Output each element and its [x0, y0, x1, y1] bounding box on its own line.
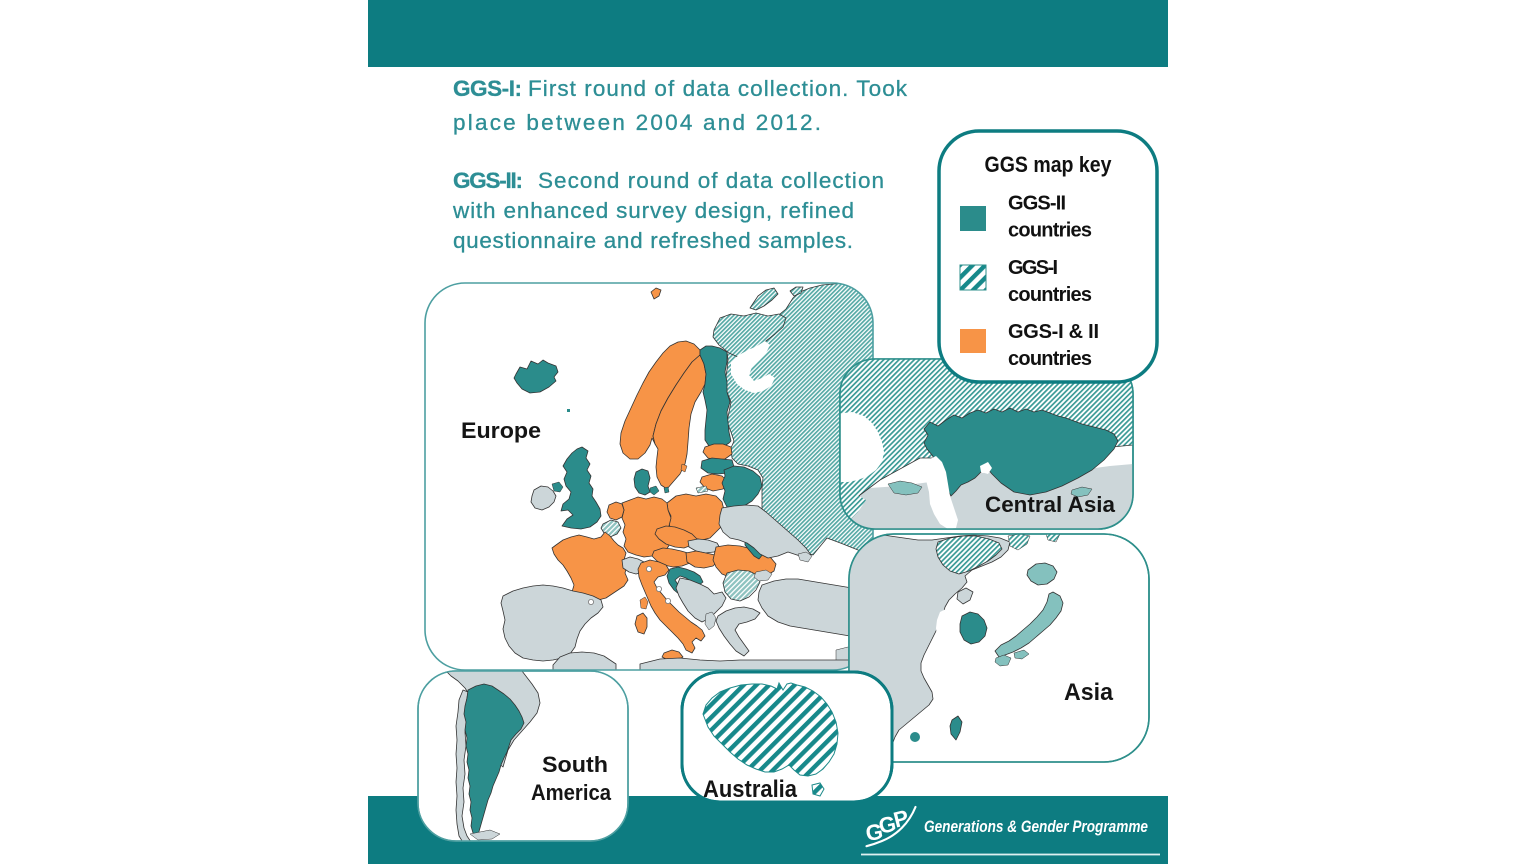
svg-text:place between 2004 and 2012.: place between 2004 and 2012.: [453, 110, 821, 135]
svg-text:GGS map key: GGS map key: [985, 152, 1113, 177]
svg-text:America: America: [531, 780, 612, 805]
svg-text:GGS-I: GGS-I: [1008, 257, 1058, 279]
svg-text:G: G: [864, 818, 885, 846]
svg-text:countries: countries: [1008, 220, 1092, 242]
svg-text:Europe: Europe: [461, 418, 541, 443]
svg-text:P: P: [891, 805, 911, 833]
svg-text:GGS-II:: GGS-II:: [453, 168, 523, 193]
svg-text:G: G: [876, 811, 898, 839]
svg-text:GGS-II: GGS-II: [1008, 193, 1066, 215]
svg-text:Generations & Gender Programme: Generations & Gender Programme: [924, 817, 1148, 836]
svg-text:Asia: Asia: [1064, 679, 1114, 706]
svg-text:Second round of data collectio: Second round of data collection: [538, 168, 884, 193]
svg-text:Central Asia: Central Asia: [985, 492, 1116, 517]
svg-text:Australia: Australia: [703, 776, 798, 803]
svg-text:GGS-I & II: GGS-I & II: [1008, 321, 1099, 343]
svg-text:questionnaire and refreshed sa: questionnaire and refreshed samples.: [453, 228, 853, 253]
svg-text:South: South: [542, 752, 608, 777]
svg-text:countries: countries: [1008, 348, 1092, 370]
svg-text:First round of data collection: First round of data collection. Took: [528, 76, 908, 101]
svg-text:GGS-I:: GGS-I:: [453, 76, 522, 101]
svg-text:countries: countries: [1008, 284, 1092, 306]
svg-text:with enhanced survey design, r: with enhanced survey design, refined: [452, 198, 854, 223]
